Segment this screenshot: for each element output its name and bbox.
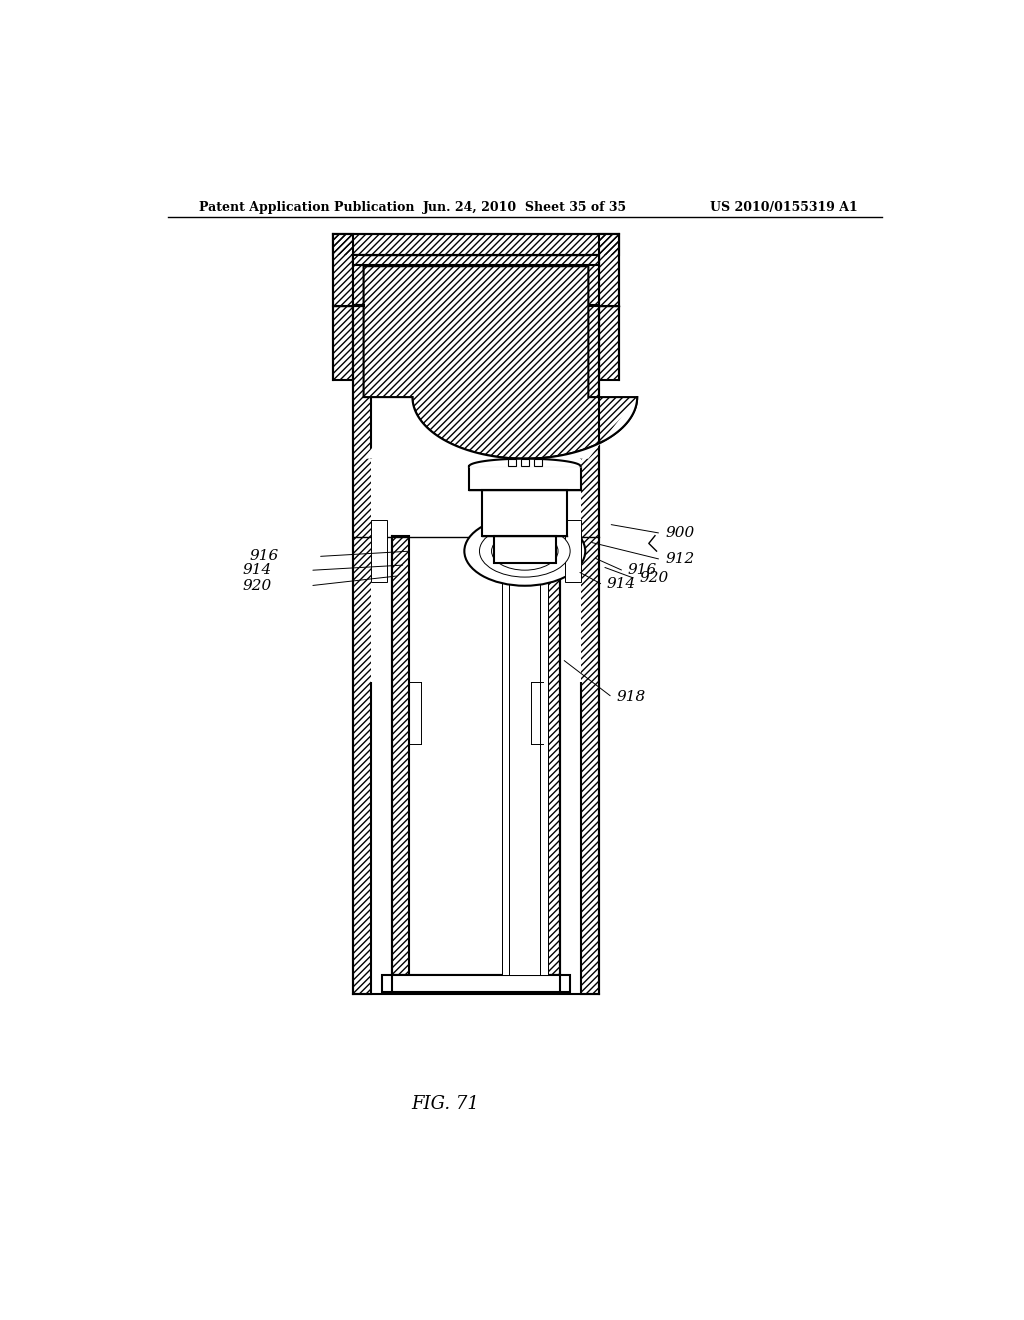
Bar (581, 306, 599, 994)
Polygon shape (364, 267, 637, 458)
Bar (352, 256, 599, 264)
Bar (372, 520, 387, 582)
Ellipse shape (492, 532, 558, 570)
Polygon shape (364, 397, 637, 459)
Text: Patent Application Publication: Patent Application Publication (200, 201, 415, 214)
Bar (334, 234, 618, 256)
Bar (352, 306, 372, 994)
Bar (535, 459, 542, 466)
Text: Jun. 24, 2010  Sheet 35 of 35: Jun. 24, 2010 Sheet 35 of 35 (423, 201, 627, 214)
Text: 914: 914 (607, 577, 636, 591)
Text: 914: 914 (242, 564, 271, 577)
Bar (334, 234, 618, 256)
Bar (482, 490, 567, 536)
Bar (589, 256, 599, 305)
Bar (334, 234, 352, 380)
Bar (334, 234, 352, 380)
Bar (509, 536, 541, 974)
Bar (544, 536, 560, 974)
Bar (364, 459, 589, 682)
Bar (544, 536, 560, 974)
Bar (352, 256, 364, 305)
Bar (581, 306, 599, 994)
Bar (364, 256, 589, 305)
Ellipse shape (479, 525, 570, 577)
Bar (599, 234, 618, 380)
Bar (391, 974, 560, 989)
Bar (352, 256, 599, 264)
Bar (541, 536, 548, 974)
Bar (469, 466, 581, 490)
Bar (391, 536, 409, 974)
Bar (352, 256, 364, 305)
Bar (382, 974, 569, 991)
Text: 916: 916 (250, 549, 280, 564)
Bar (409, 536, 544, 974)
Text: 920: 920 (640, 572, 669, 585)
Text: 912: 912 (665, 552, 694, 566)
Bar (502, 536, 509, 974)
Ellipse shape (464, 516, 586, 586)
Bar (508, 459, 515, 466)
Text: US 2010/0155319 A1: US 2010/0155319 A1 (711, 201, 858, 214)
Bar (589, 256, 599, 305)
Bar (599, 234, 618, 380)
Bar (352, 306, 372, 994)
Text: 900: 900 (665, 527, 694, 540)
Bar (391, 536, 409, 974)
Text: 920: 920 (242, 578, 271, 593)
Bar (565, 520, 581, 582)
Text: FIG. 71: FIG. 71 (412, 1094, 479, 1113)
Text: 918: 918 (616, 690, 645, 705)
Bar (494, 536, 556, 562)
Bar (521, 459, 528, 466)
Text: 916: 916 (628, 564, 657, 577)
